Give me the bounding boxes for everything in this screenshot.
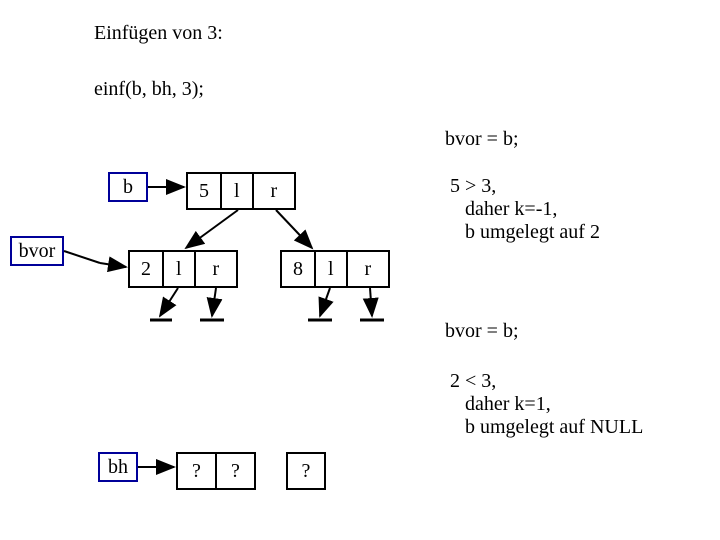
node-2-key: 2 <box>130 252 164 286</box>
node-bh-key: ? <box>178 454 217 488</box>
title: Einfügen von 3: <box>94 22 223 45</box>
label-b: b <box>108 172 148 202</box>
node-8: 8 l r <box>280 250 390 288</box>
node-2: 2 l r <box>128 250 238 288</box>
annotation-3: bvor = b; <box>445 320 519 343</box>
node-8-l: l <box>316 252 348 286</box>
node-5: 5 l r <box>186 172 296 210</box>
node-5-key: 5 <box>188 174 222 208</box>
node-5-l: l <box>222 174 254 208</box>
stub-8r <box>370 288 372 316</box>
annotation-2: 5 > 3, daher k=-1, b umgelegt auf 2 <box>450 175 600 244</box>
node-8-r: r <box>348 252 388 286</box>
stub-8l <box>320 288 330 316</box>
arrow-5l-to-2 <box>186 210 238 248</box>
node-8-key: 8 <box>282 252 316 286</box>
annotation-1: bvor = b; <box>445 128 519 151</box>
annotation-4: 2 < 3, daher k=1, b umgelegt auf NULL <box>450 370 643 439</box>
arrow-bvor-seg2 <box>100 263 126 267</box>
node-bh-left: ? ? <box>176 452 256 490</box>
diagram-canvas: Einfügen von 3: einf(b, bh, 3); bvor = b… <box>0 0 720 540</box>
label-bvor: bvor <box>10 236 64 266</box>
node-2-r: r <box>196 252 236 286</box>
stub-2l <box>160 288 178 316</box>
arrow-5r-to-8 <box>276 210 312 248</box>
node-bh-l: ? <box>217 454 254 488</box>
node-2-l: l <box>164 252 196 286</box>
arrow-bvor-seg1 <box>64 251 100 263</box>
stub-2r <box>212 288 216 316</box>
label-bh: bh <box>98 452 138 482</box>
node-bh-r: ? <box>286 452 326 490</box>
call-line: einf(b, bh, 3); <box>94 78 204 101</box>
node-5-r: r <box>254 174 294 208</box>
